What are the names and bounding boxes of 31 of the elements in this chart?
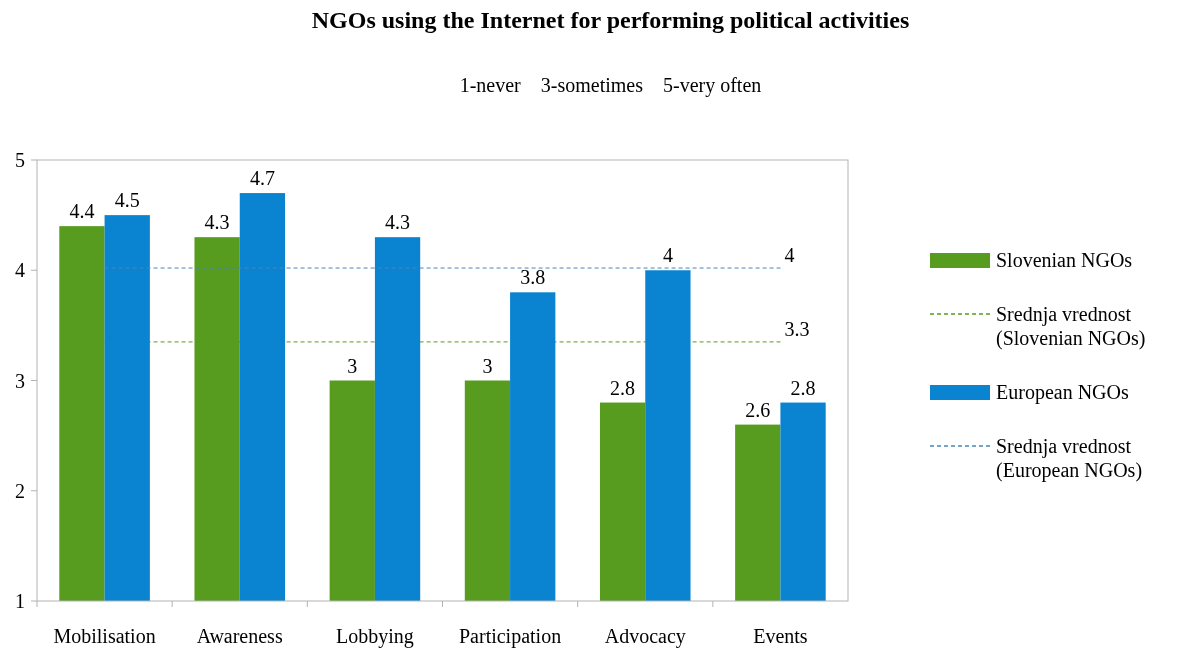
y-tick-label: 4 <box>15 259 25 282</box>
legend-label: European NGOs <box>996 381 1129 404</box>
legend-label: Srednja vrednost (Slovenian NGOs) <box>996 303 1146 350</box>
data-label: 4 <box>784 244 795 267</box>
x-tick-label: Lobbying <box>336 625 414 648</box>
data-label: 3 <box>482 354 493 377</box>
x-tick-label: Advocacy <box>604 625 686 648</box>
data-label: 3 <box>347 354 358 377</box>
x-tick-label: Awareness <box>196 625 283 647</box>
chart-title: NGOs using the Internet for performing political activities <box>311 7 910 33</box>
data-label: 4.5 <box>114 189 140 212</box>
y-tick-label: 3 <box>15 369 25 392</box>
y-tick-label: 2 <box>15 479 25 502</box>
data-label: 3.8 <box>520 266 546 289</box>
data-label: 2.6 <box>745 398 771 421</box>
x-tick-label: Events <box>753 625 808 647</box>
data-label: 4.3 <box>204 211 230 234</box>
y-tick-label: 5 <box>15 149 25 171</box>
data-label: 2.8 <box>610 376 636 399</box>
y-tick-label: 1 <box>15 590 25 612</box>
data-label: 4.3 <box>385 211 411 234</box>
data-label: 2.8 <box>790 376 816 399</box>
legend-label: Slovenian NGOs <box>996 249 1133 271</box>
chart-subtitle: 1-never 3-sometimes 5-very often <box>459 74 762 97</box>
x-tick-label: Mobilisation <box>53 625 156 647</box>
legend-label: Srednja vrednost (European NGOs) <box>996 435 1143 482</box>
data-label: 4.7 <box>249 167 275 190</box>
data-label: 4.4 <box>69 200 95 223</box>
x-tick-label: Participation <box>458 625 562 648</box>
data-label: 3.3 <box>784 317 810 340</box>
data-label: 4 <box>662 244 673 267</box>
